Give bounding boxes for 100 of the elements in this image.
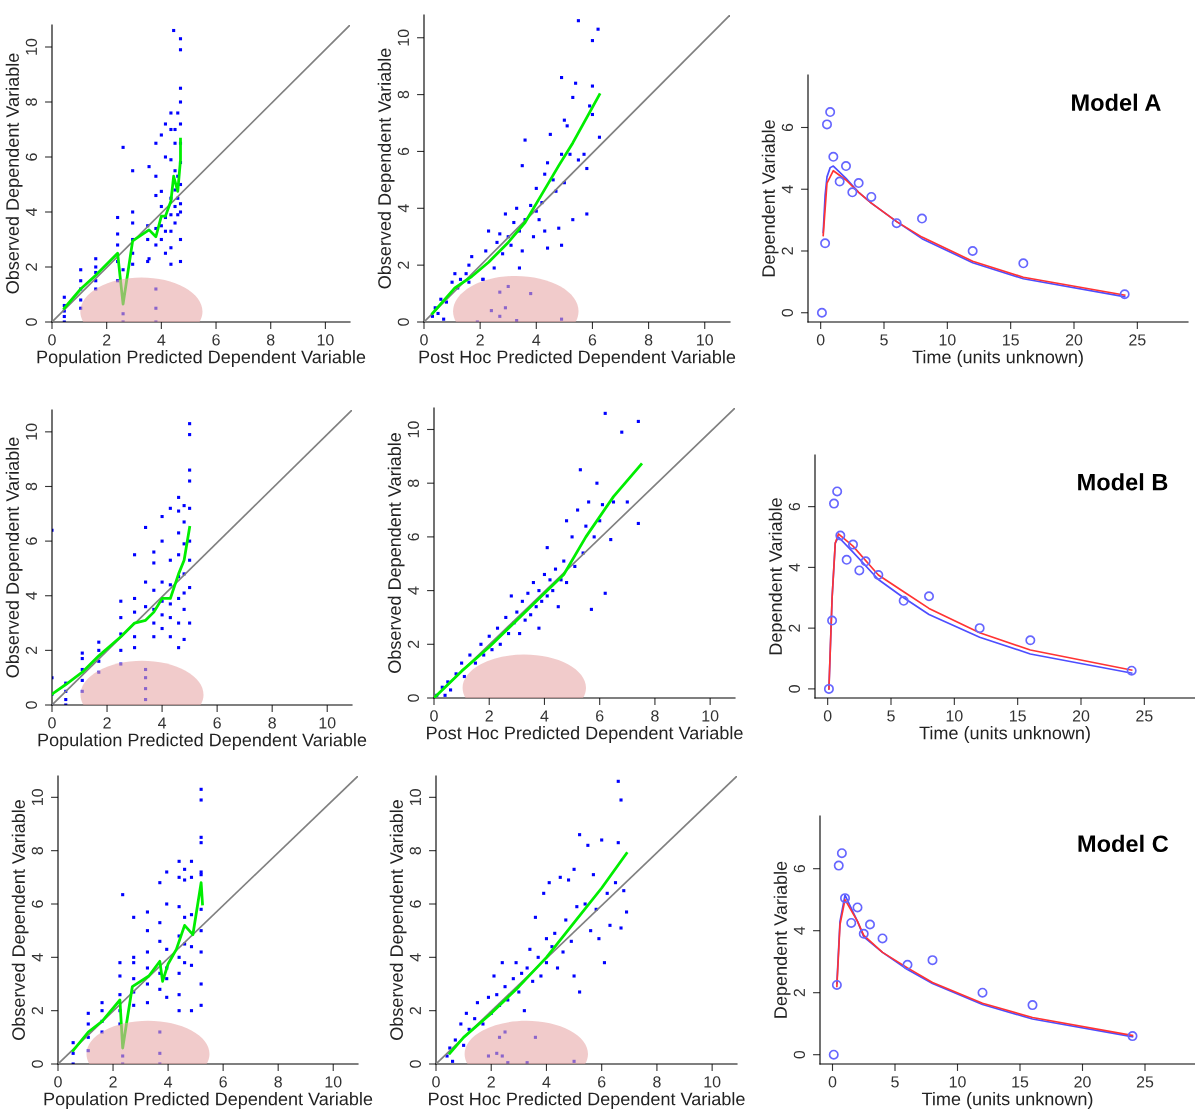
x-tick-label: 10 (697, 334, 713, 346)
y-axis-title: Observed Dependent Variable (387, 433, 405, 673)
x-tick-label: 2 (109, 1076, 117, 1088)
x-axis-title: Population Predicted Dependent Variable (44, 1092, 373, 1109)
x-tick-label: 6 (598, 1076, 606, 1088)
x-tick-label: 0 (48, 717, 56, 729)
y-tick-label: 6 (397, 147, 410, 156)
x-axis-title: Population Predicted Dependent Variable (38, 733, 367, 750)
y-axis-title: Dependent Variable (761, 120, 779, 277)
y-tick-label: 4 (793, 926, 805, 935)
x-tick-label: 8 (653, 1076, 661, 1088)
x-tick-label: 10 (939, 334, 956, 346)
y-tick-label: 10 (407, 421, 420, 438)
y-tick-label: 8 (409, 846, 422, 855)
x-tick-label: 25 (1129, 334, 1146, 346)
x-tick-label: 5 (880, 334, 888, 346)
x-tick-label: 6 (219, 1076, 227, 1088)
x-tick-label: 0 (54, 1076, 62, 1088)
y-tick-label: 0 (397, 318, 410, 326)
x-tick-label: 6 (213, 717, 221, 729)
y-tick-label: 4 (409, 953, 421, 962)
x-tick-label: 10 (317, 334, 334, 346)
x-tick-label: 5 (887, 710, 895, 722)
x-tick-label: 0 (823, 710, 832, 722)
y-tick-label: 6 (781, 123, 794, 132)
y-axis-title: Observed Dependent Variable (377, 48, 395, 289)
y-tick-label: 0 (31, 1060, 44, 1068)
x-tick-label: 2 (103, 717, 111, 729)
y-tick-label: 2 (397, 261, 409, 269)
x-tick-label: 0 (816, 334, 825, 346)
x-tick-label: 4 (532, 334, 541, 346)
x-tick-label: 8 (651, 710, 659, 722)
x-tick-label: 10 (946, 710, 963, 722)
x-tick-label: 4 (158, 717, 167, 729)
x-axis-title: Population Predicted Dependent Variable (37, 350, 366, 367)
x-tick-label: 2 (485, 710, 493, 722)
x-tick-label: 10 (319, 717, 336, 729)
y-tick-label: 6 (788, 502, 801, 511)
y-tick-label: 0 (25, 701, 38, 709)
x-axis-title: Post Hoc Predicted Dependent Variable (429, 1092, 745, 1109)
y-tick-label: 0 (788, 685, 801, 693)
y-tick-label: 2 (793, 989, 805, 997)
x-tick-label: 25 (1136, 710, 1153, 722)
y-tick-label: 6 (25, 153, 38, 161)
x-tick-label: 10 (702, 710, 719, 722)
x-tick-label: 20 (1072, 710, 1090, 722)
y-tick-label: 0 (781, 308, 794, 317)
y-tick-label: 6 (31, 900, 44, 908)
x-tick-label: 10 (704, 1076, 721, 1088)
x-tick-label: 10 (325, 1076, 342, 1088)
x-tick-label: 4 (157, 334, 166, 346)
y-tick-label: 4 (25, 208, 37, 217)
y-tick-label: 0 (409, 1060, 422, 1068)
y-tick-label: 8 (31, 846, 44, 855)
x-tick-label: 8 (268, 717, 276, 729)
y-tick-label: 0 (25, 318, 38, 326)
x-tick-label: 15 (1003, 334, 1019, 346)
y-axis-title: Dependent Variable (773, 861, 791, 1018)
x-tick-label: 25 (1136, 1076, 1154, 1088)
y-tick-label: 2 (25, 646, 37, 655)
x-tick-label: 6 (588, 334, 597, 346)
y-tick-label: 2 (31, 1007, 43, 1015)
y-tick-label: 8 (25, 482, 38, 491)
x-tick-label: 5 (891, 1076, 899, 1088)
x-tick-label: 6 (212, 334, 220, 346)
y-axis-title: Observed Dependent Variable (11, 800, 29, 1040)
x-tick-label: 2 (487, 1076, 495, 1088)
y-tick-label: 10 (397, 29, 410, 46)
y-tick-label: 2 (781, 247, 793, 255)
y-tick-label: 2 (788, 624, 800, 632)
y-tick-label: 4 (25, 591, 37, 600)
annotation: Model B (1078, 473, 1168, 491)
y-tick-label: 6 (407, 533, 420, 541)
x-tick-label: 20 (1065, 334, 1083, 346)
x-tick-label: 8 (644, 334, 653, 346)
y-tick-label: 6 (793, 864, 806, 873)
x-tick-label: 2 (103, 334, 111, 346)
x-axis-title: Post Hoc Predicted Dependent Variable (419, 350, 736, 367)
x-tick-label: 8 (266, 334, 275, 346)
y-tick-label: 6 (409, 900, 422, 908)
y-tick-label: 10 (25, 38, 38, 55)
x-tick-label: 0 (430, 710, 438, 722)
y-tick-label: 4 (31, 953, 43, 962)
y-axis-title: Observed Dependent Variable (5, 437, 23, 678)
y-tick-label: 10 (25, 423, 38, 440)
y-tick-label: 10 (31, 789, 44, 805)
x-tick-label: 15 (1012, 1076, 1029, 1088)
x-tick-label: 0 (48, 334, 56, 346)
y-tick-label: 0 (793, 1050, 806, 1059)
x-tick-label: 10 (949, 1076, 966, 1088)
y-tick-label: 6 (25, 537, 38, 545)
x-tick-label: 2 (476, 334, 484, 346)
x-tick-label: 0 (828, 1076, 837, 1088)
y-tick-label: 2 (407, 640, 419, 648)
y-tick-label: 8 (407, 479, 420, 487)
x-tick-label: 15 (1010, 710, 1026, 722)
y-axis-title: Dependent Variable (768, 498, 786, 655)
y-tick-label: 4 (397, 204, 409, 213)
x-tick-label: 4 (164, 1076, 173, 1088)
x-tick-label: 8 (274, 1076, 282, 1088)
